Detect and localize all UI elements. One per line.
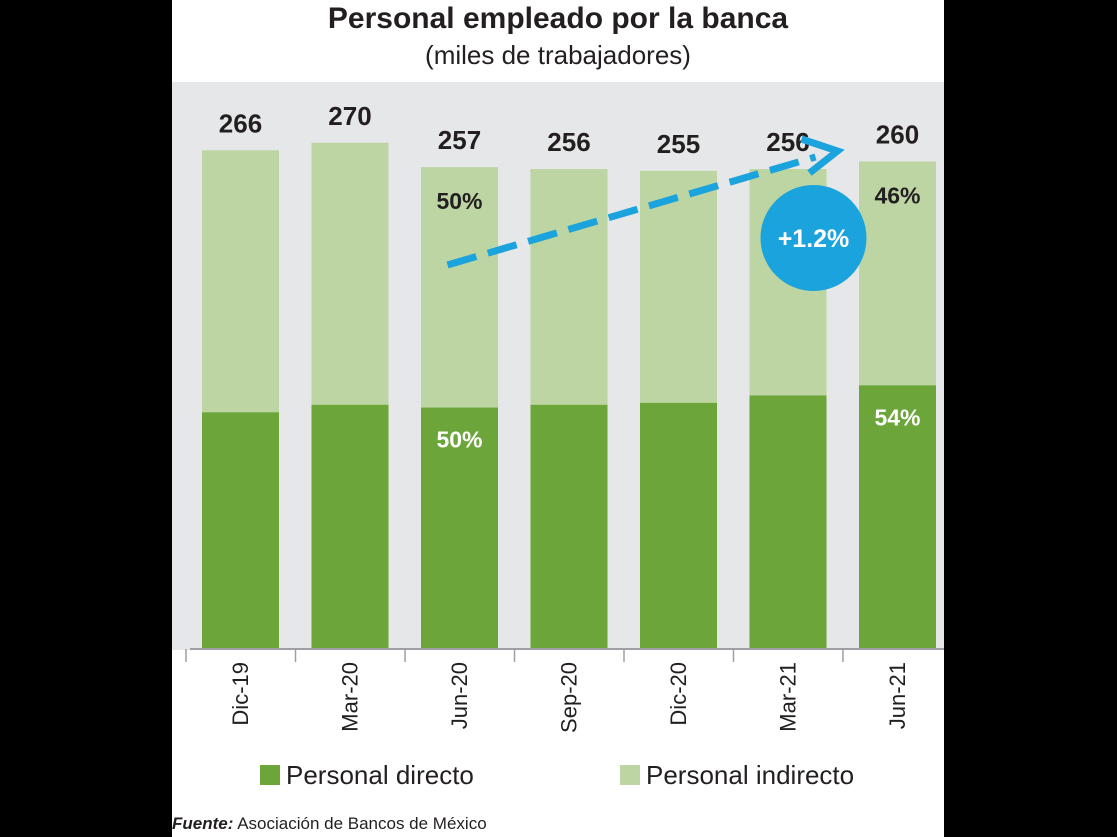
bar-indirecto-Dic-19 (202, 150, 279, 413)
legend-swatch-directo (260, 765, 280, 785)
x-tick-label-Jun-20: Jun-20 (447, 662, 472, 729)
x-tick-label-Mar-21: Mar-21 (776, 662, 801, 732)
total-label-Jun-21: 260 (876, 120, 919, 150)
share-label-Jun-20: 50% (436, 427, 482, 453)
source-note: Fuente: Asociación de Bancos de México (172, 814, 487, 834)
growth-badge (760, 185, 867, 291)
x-tick-label-Jun-21: Jun-21 (885, 662, 910, 729)
total-label-Jun-20: 257 (438, 125, 481, 155)
bar-indirecto-Mar-20 (311, 142, 389, 405)
legend-item-directo: Personal directo (260, 758, 474, 792)
bar-directo-Mar-21 (749, 395, 827, 648)
bar-directo-Dic-20 (640, 402, 717, 648)
bar-directo-Jun-20 (421, 407, 498, 648)
source-text: Asociación de Bancos de México (237, 814, 487, 833)
total-label-Sep-20: 256 (547, 127, 590, 157)
trend-arrow-head (800, 135, 845, 176)
total-label-Mar-20: 270 (328, 101, 371, 131)
share-label-Jun-21: 54% (874, 404, 920, 430)
total-label-Dic-20: 255 (657, 129, 700, 159)
share-label-Jun-21: 46% (874, 183, 920, 209)
x-tick-label-Sep-20: Sep-20 (557, 662, 582, 733)
bar-directo-Mar-20 (311, 404, 389, 648)
source-label: Fuente: (172, 814, 234, 833)
stacked-bar-chart: 266 Dic-19 270 Mar-20 257 Jun-20 256 Sep-20 255 D… (185, 101, 944, 733)
bar-directo-Sep-20 (530, 404, 608, 648)
x-tick-label-Dic-19: Dic-19 (228, 662, 253, 726)
bar-directo-Dic-19 (202, 412, 279, 648)
bar-indirecto-Jun-21 (859, 161, 936, 386)
bar-indirecto-Sep-20 (530, 168, 608, 405)
legend-item-indirecto: Personal indirecto (620, 758, 854, 792)
bar-indirecto-Jun-20 (421, 167, 498, 408)
trend-arrow-line (446, 153, 817, 269)
x-tick-label-Dic-20: Dic-20 (666, 662, 691, 726)
bar-directo-Jun-21 (859, 385, 936, 648)
legend-swatch-indirecto (620, 765, 640, 785)
bar-indirecto-Dic-20 (640, 170, 717, 403)
legend-label-indirecto: Personal indirecto (646, 759, 855, 790)
chart-title: Personal empleado por la banca (327, 2, 789, 35)
legend-label-directo: Personal directo (286, 759, 474, 790)
chart-panel: Personal empleado por la banca (miles de… (172, 0, 944, 837)
total-label-Dic-19: 266 (219, 108, 262, 138)
chart-subtitle: (miles de trabajadores) (425, 40, 691, 70)
growth-badge-label: +1.2% (778, 225, 850, 253)
share-label-Jun-20: 50% (436, 188, 482, 214)
x-tick-label-Mar-20: Mar-20 (338, 662, 363, 732)
